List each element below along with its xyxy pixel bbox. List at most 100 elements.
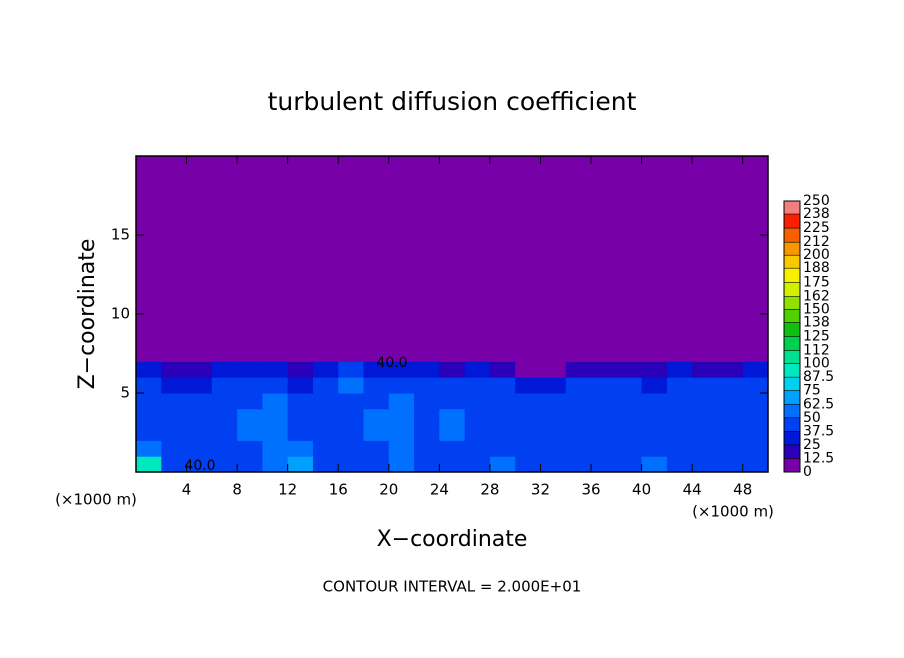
contour-label: 40.0 [184, 458, 215, 474]
cell [414, 424, 440, 441]
cell [616, 361, 643, 378]
colorbar-swatch [784, 282, 800, 297]
y-tick-label: 5 [120, 384, 130, 402]
cell [237, 156, 263, 362]
cell [237, 456, 263, 473]
cell [312, 156, 339, 362]
cell [161, 440, 188, 457]
colorbar-label: 225 [803, 220, 830, 236]
cell [565, 156, 592, 362]
colorbar-swatch [784, 336, 800, 351]
cell [388, 456, 415, 473]
cell [186, 408, 213, 426]
cell [262, 377, 289, 394]
cell [540, 408, 567, 426]
cell [186, 377, 213, 394]
colorbar-label: 0 [803, 464, 812, 480]
cell [439, 156, 466, 362]
colorbar-swatch [784, 309, 800, 323]
cell [717, 456, 744, 473]
colorbar-label: 138 [803, 314, 830, 330]
cell [489, 456, 516, 473]
cell [211, 393, 238, 410]
cell [186, 456, 213, 473]
cell [338, 440, 365, 457]
cell [186, 393, 213, 410]
cell [287, 408, 314, 426]
cell [591, 393, 617, 410]
cell [287, 440, 314, 457]
cell [136, 408, 162, 426]
x-tick-label: 16 [329, 481, 348, 499]
cell [338, 456, 365, 473]
y-tick-label: 10 [111, 305, 130, 323]
cell [186, 440, 213, 457]
cell [742, 440, 769, 457]
cell [414, 377, 440, 394]
cell [641, 377, 668, 394]
x-axis-label: X−coordinate [377, 527, 528, 552]
x-tick-label: 8 [232, 481, 242, 499]
cell [591, 440, 617, 457]
cell [591, 156, 617, 362]
cell [565, 408, 592, 426]
chart-title: turbulent diffusion coefficient [268, 87, 637, 116]
cell [338, 377, 365, 394]
x-tick-label: 20 [379, 481, 398, 499]
cell [464, 408, 491, 426]
cell [161, 377, 188, 394]
cell [312, 456, 339, 473]
cell [287, 393, 314, 410]
cell [211, 456, 238, 473]
colorbar-swatch [784, 255, 800, 269]
cell [388, 393, 415, 410]
colorbar-swatch [784, 458, 800, 472]
cell [287, 456, 314, 473]
cell [540, 440, 567, 457]
cell [237, 408, 263, 426]
cell [616, 456, 643, 473]
cell [742, 377, 769, 394]
cell [211, 408, 238, 426]
cell [363, 361, 390, 378]
cell [515, 377, 541, 394]
cell [692, 377, 718, 394]
cell [489, 377, 516, 394]
cell [211, 440, 238, 457]
colorbar-swatch [784, 363, 800, 378]
cell [565, 361, 592, 378]
cell [540, 456, 567, 473]
cell [363, 377, 390, 394]
cell [464, 456, 491, 473]
cell [338, 393, 365, 410]
cell [565, 377, 592, 394]
cell [515, 361, 541, 378]
cell [237, 440, 263, 457]
cell [262, 440, 289, 457]
colorbar-label: 150 [803, 301, 830, 317]
cell [641, 456, 668, 473]
cell [136, 424, 162, 441]
cell [363, 456, 390, 473]
cell [616, 424, 643, 441]
x-tick-label: 44 [683, 481, 702, 499]
cell [540, 424, 567, 441]
cell [388, 361, 415, 378]
colorbar-label: 212 [803, 234, 830, 250]
x-tick-label: 32 [531, 481, 550, 499]
cell [641, 408, 668, 426]
overlay: 4 8 12 16 20 24 28 32 36 40 44 485101540.040.0012.5… [111, 155, 834, 499]
cell [666, 361, 693, 378]
cell [717, 377, 744, 394]
contour-label: 40.0 [376, 355, 407, 371]
cell [312, 408, 339, 426]
cell [666, 424, 693, 441]
cell [742, 408, 769, 426]
cell [262, 456, 289, 473]
cell [717, 424, 744, 441]
cell [237, 424, 263, 441]
cell [439, 393, 466, 410]
cell [414, 156, 440, 362]
cell [616, 156, 643, 362]
colorbar-swatch [784, 390, 800, 405]
